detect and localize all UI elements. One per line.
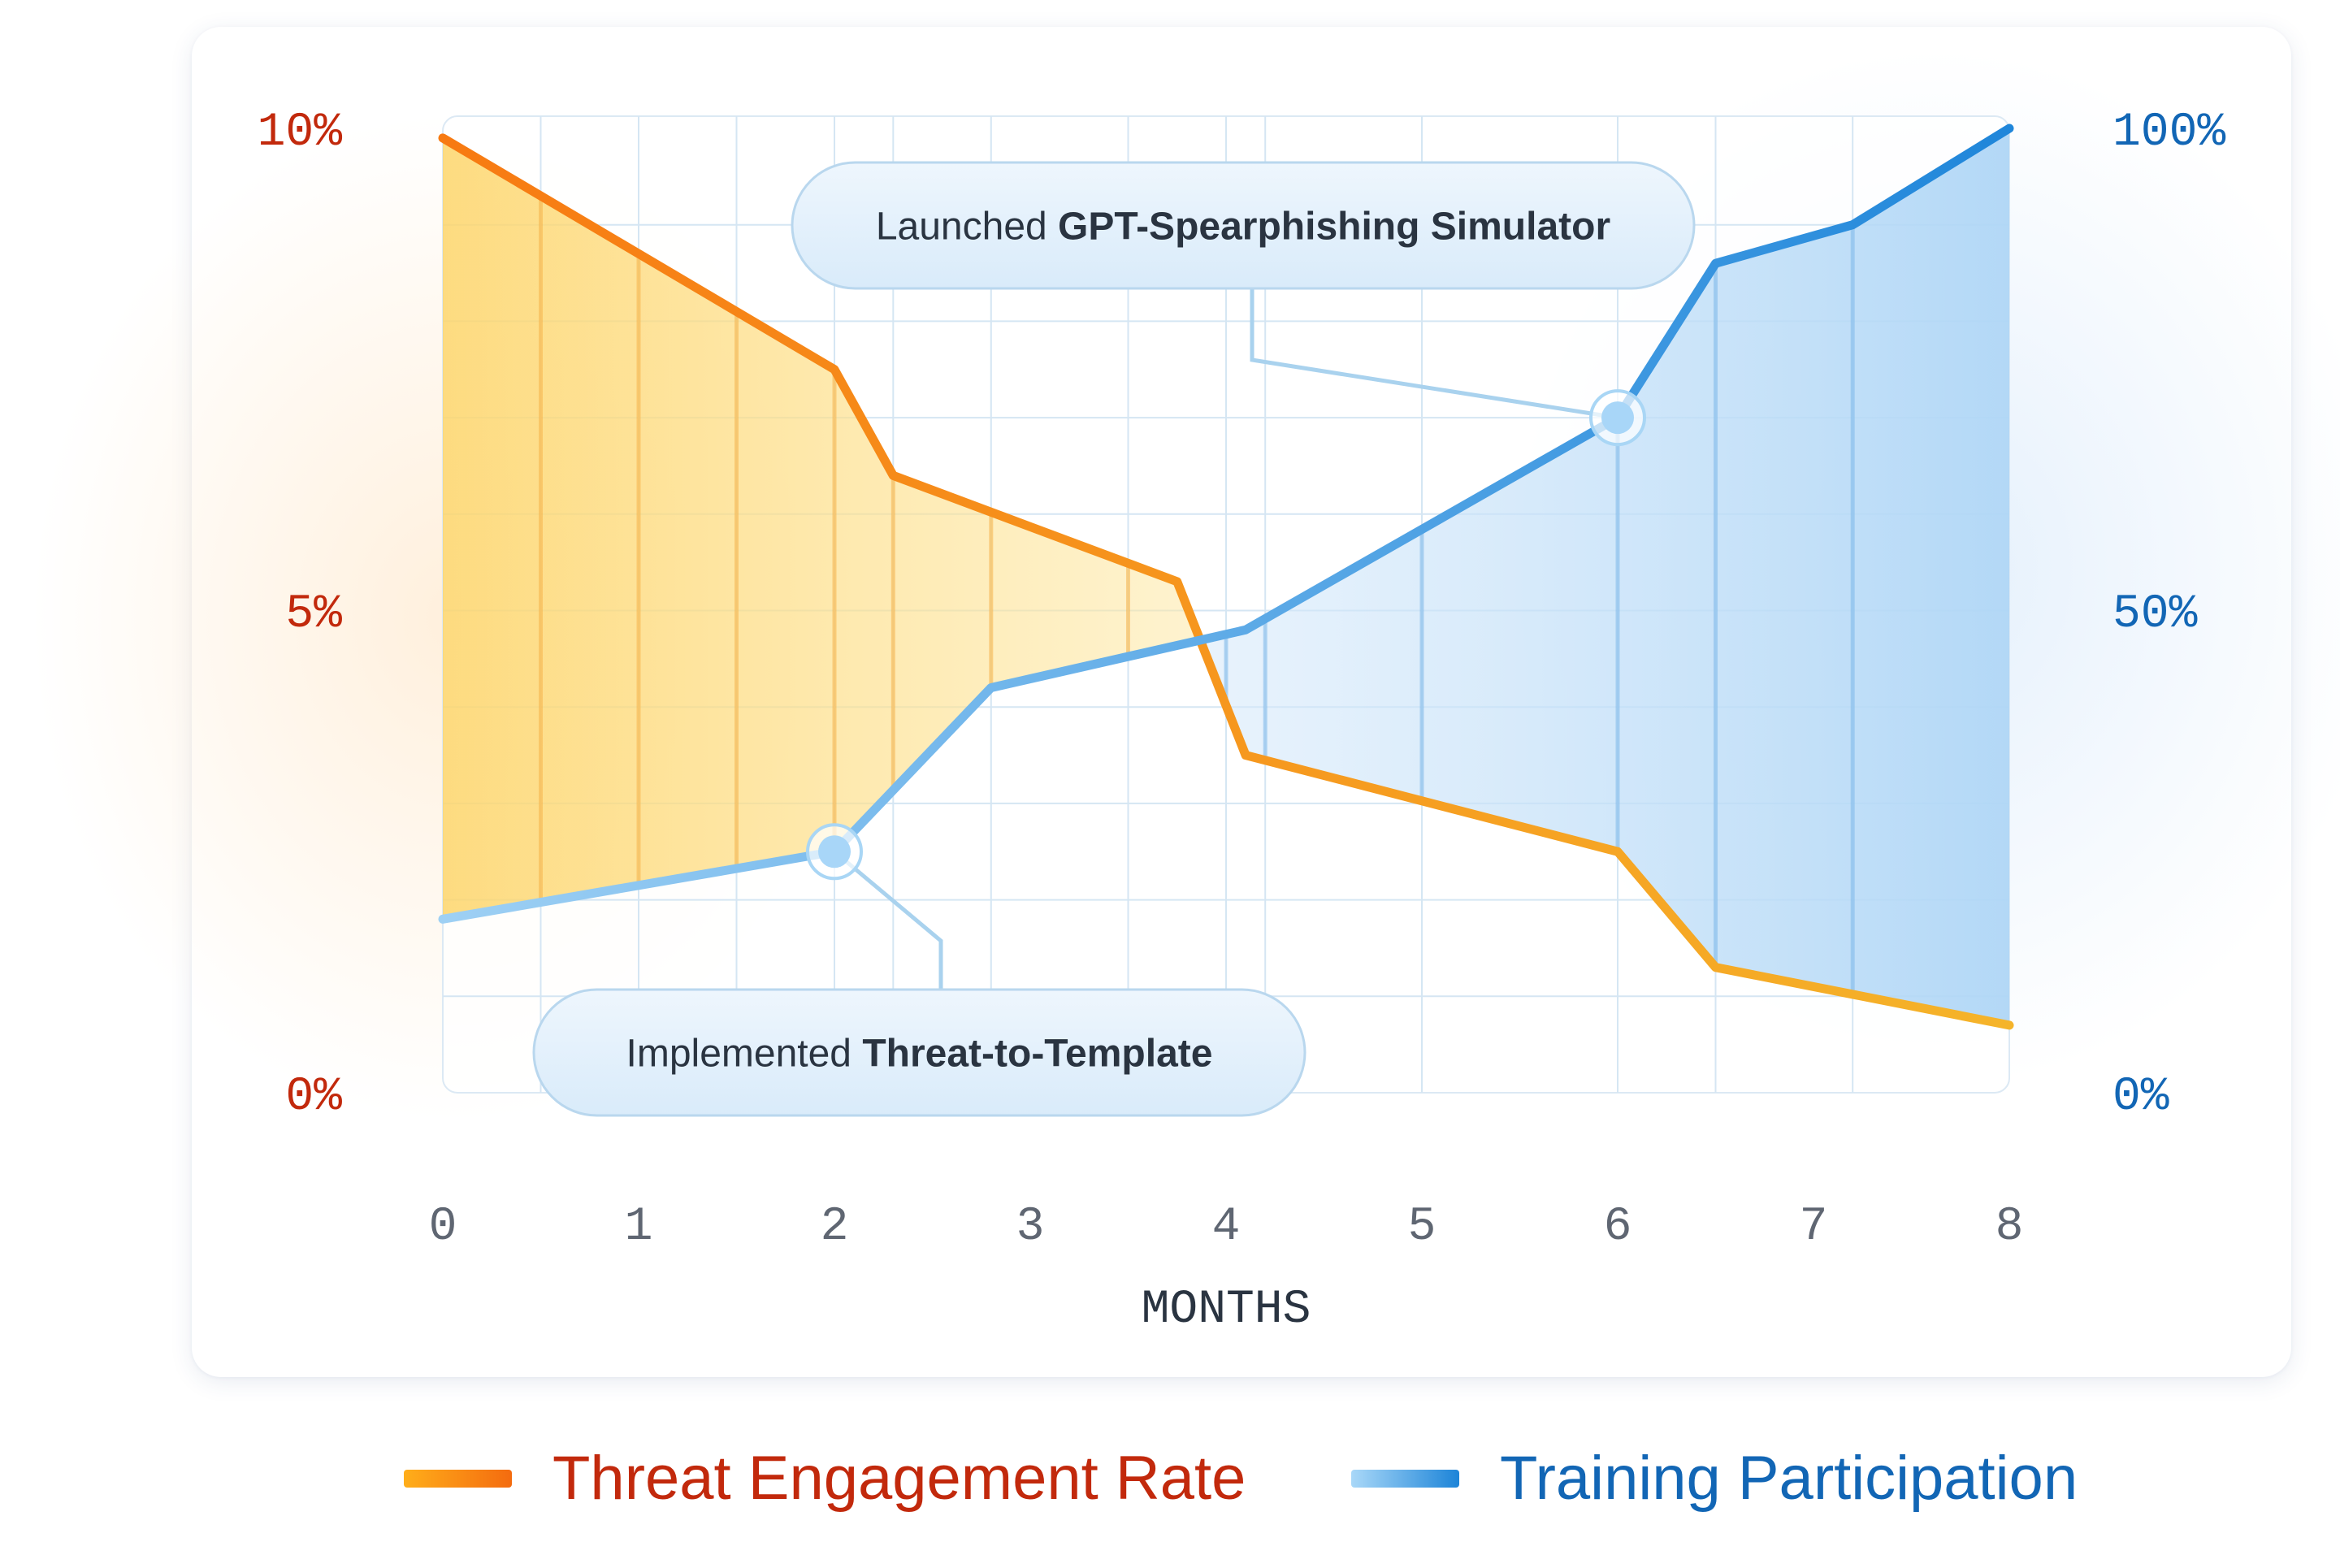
annotation-prefix: Implemented bbox=[626, 1033, 863, 1076]
annotation-leader-line bbox=[1250, 288, 1618, 420]
x-axis-title: MONTHS bbox=[1142, 1284, 1311, 1336]
x-axis-tick-label: 4 bbox=[1212, 1201, 1241, 1254]
threat-engagement-area bbox=[443, 137, 1201, 920]
right-axis-tick-label: 0% bbox=[2112, 1071, 2169, 1124]
x-axis-tick-label: 3 bbox=[1016, 1201, 1045, 1254]
annotation-prefix: Launched bbox=[876, 206, 1058, 249]
x-axis-tick-label: 0 bbox=[429, 1201, 457, 1254]
legend-item-threat: Threat Engagement Rate bbox=[404, 1442, 1246, 1515]
annotation-text: Implemented Threat-to-Template bbox=[626, 1033, 1213, 1076]
annotations: Launched GPT-Spearphishing Simulator Impl… bbox=[532, 161, 1696, 1117]
left-axis-tick-label: 0% bbox=[285, 1071, 342, 1124]
right-axis-tick-label: 100% bbox=[2112, 106, 2225, 159]
annotation-pill bbox=[532, 988, 1306, 1117]
training-participation-area bbox=[1200, 128, 2009, 1025]
series-lines bbox=[438, 123, 2014, 1030]
axes: 10% 5% 0% 100% 50% 0% 0 1 2 3 4 5 6 7 8 MONTHS bbox=[258, 106, 2226, 1336]
annotation-bold: Threat-to-Template bbox=[862, 1033, 1212, 1076]
area-hatching bbox=[539, 196, 1855, 994]
x-axis-tick-label: 1 bbox=[625, 1201, 653, 1254]
x-axis-tick-label: 6 bbox=[1604, 1201, 1632, 1254]
legend-swatch-threat bbox=[404, 1470, 512, 1488]
x-axis-tick-label: 8 bbox=[1996, 1201, 2024, 1254]
annotation-marker bbox=[818, 835, 851, 868]
area-fills bbox=[443, 128, 2009, 1025]
left-axis-tick-label: 5% bbox=[285, 588, 342, 641]
x-axis-tick-label: 7 bbox=[1800, 1201, 1828, 1254]
legend-item-training: Training Participation bbox=[1351, 1442, 2078, 1515]
left-axis-tick-label: 10% bbox=[258, 106, 343, 159]
annotation-pill bbox=[791, 161, 1696, 290]
x-axis-tick-label: 2 bbox=[821, 1201, 849, 1254]
training-participation-line bbox=[438, 123, 2014, 924]
annotation-marker bbox=[1601, 401, 1634, 435]
legend-swatch-training bbox=[1351, 1470, 1459, 1488]
right-axis-tick-label: 50% bbox=[2112, 588, 2198, 641]
threat-engagement-line bbox=[438, 133, 2014, 1030]
annotation-bold: GPT-Spearphishing Simulator bbox=[1058, 206, 1610, 249]
x-axis-tick-label: 5 bbox=[1408, 1201, 1436, 1254]
annotation-markers bbox=[806, 389, 1646, 881]
legend-label-training: Training Participation bbox=[1500, 1444, 2078, 1513]
annotation-text: Launched GPT-Spearphishing Simulator bbox=[876, 206, 1610, 249]
legend-label-threat: Threat Engagement Rate bbox=[552, 1444, 1246, 1513]
annotation-leaders bbox=[833, 288, 1618, 990]
annotation-leader-line bbox=[833, 850, 943, 990]
